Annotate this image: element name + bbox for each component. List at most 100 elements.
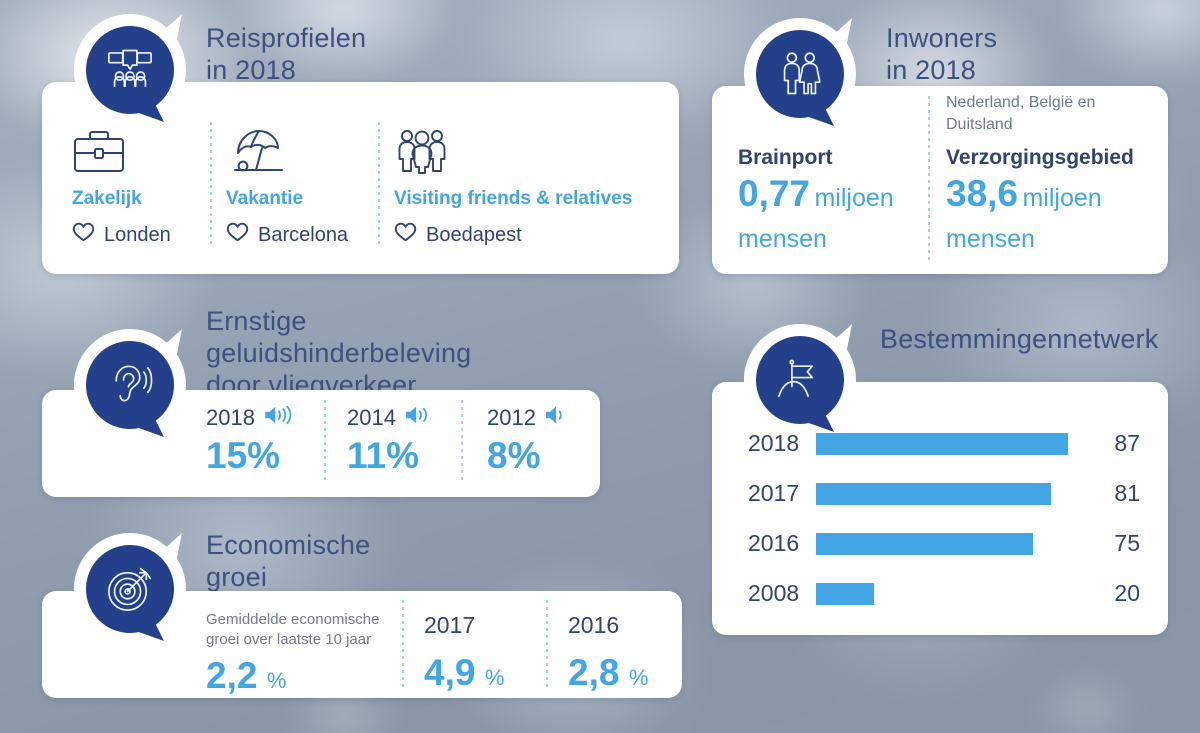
economy-column-2016: 2016 2,8 %: [568, 611, 718, 703]
travel-column-vfr: Visiting friends & relatives Boedapest: [394, 120, 632, 248]
bar-value-label: 20: [1114, 580, 1140, 606]
inhabitants-value: 38,6: [946, 173, 1019, 214]
bar-chart-row: 2017 81: [712, 470, 1168, 520]
bar-chart-row: 2018 87: [712, 420, 1168, 470]
travel-type-label: Zakelijk: [72, 188, 142, 209]
bar-track: [816, 533, 1068, 555]
inhabitants-value-row: 0,77 miljoen: [738, 174, 928, 222]
noise-title: Ernstige geluidshinderbeleving door vlie…: [206, 306, 472, 400]
travel-city-label: Barcelona: [258, 223, 349, 246]
people-presentation-icon: [78, 18, 182, 122]
inhabitants-unit: miljoen: [1022, 184, 1102, 212]
economy-value: 2,2: [206, 655, 258, 696]
heart-icon: [394, 222, 417, 248]
inhabitants-title: Inwoners in 2018: [886, 23, 998, 85]
heart-icon: [226, 222, 249, 248]
bar-value-label: 75: [1114, 530, 1140, 556]
economy-unit: %: [266, 668, 287, 693]
inhabitants-name: Verzorgingsgebied: [946, 146, 1134, 169]
noise-badge: [73, 329, 186, 441]
economy-column-2017: 2017 4,9 %: [424, 611, 574, 703]
economy-label: 2016: [568, 612, 620, 638]
travel-city-label: Boedapest: [426, 223, 522, 246]
speaker-1-wave-icon: [544, 404, 568, 432]
travel-divider-2: [378, 122, 380, 244]
heart-icon: [72, 222, 95, 248]
noise-divider-1: [324, 400, 326, 482]
economy-badge: [73, 533, 186, 645]
bar-category-label: 2017: [748, 480, 800, 506]
noise-year-row: 2018: [206, 404, 295, 432]
inhabitants-value-row: 38,6 miljoen: [946, 174, 1156, 222]
economy-value-row: 2,8 %: [568, 651, 718, 703]
flag-hill-icon: [748, 328, 852, 432]
economy-value-row: 4,9 %: [424, 651, 574, 703]
bar-value-label: 87: [1114, 430, 1140, 456]
travel-profiles-title: Reisprofielen in 2018: [206, 23, 367, 85]
economy-divider-1: [402, 600, 404, 688]
speaker-3-waves-icon: [263, 404, 295, 432]
bar-category-label: 2008: [748, 580, 800, 606]
noise-percent: 11%: [347, 435, 420, 476]
travel-city-label: Londen: [104, 223, 171, 246]
bar-fill: [816, 583, 874, 605]
bar-category-label: 2016: [748, 530, 800, 556]
noise-divider-2: [461, 400, 463, 482]
inhabitants-unit: miljoen: [814, 184, 894, 212]
noise-percent: 8%: [487, 435, 541, 476]
economy-value-row: 2,2 %: [206, 654, 386, 706]
noise-year: 2014: [347, 405, 396, 430]
noise-year: 2018: [206, 405, 255, 430]
bar-track: [816, 583, 1068, 605]
noise-column-2012: 2012 8%: [487, 404, 568, 478]
bar-value-label: 81: [1114, 480, 1140, 506]
noise-column-2014: 2014 11%: [347, 404, 432, 478]
badge-disc: [748, 328, 852, 432]
inhabitants-badge: [743, 18, 856, 130]
bar-chart-row: 2008 20: [712, 570, 1168, 620]
economy-value: 4,9: [424, 652, 476, 693]
inhabitants-people: mensen: [738, 225, 827, 253]
destinations-bar-chart: 2018 87 2017 81 2016 75 2008 20: [712, 420, 1168, 620]
noise-column-2018: 2018 15%: [206, 404, 295, 478]
ear-sound-icon: [78, 333, 182, 437]
target-arrow-icon: [78, 537, 182, 641]
inhabitants-people: mensen: [946, 225, 1035, 253]
beach-umbrella-icon: [226, 120, 348, 174]
noise-year-row: 2014: [347, 404, 432, 432]
destinations-title: Bestemmingennetwerk: [880, 324, 1159, 354]
destinations-badge: [743, 324, 856, 436]
briefcase-icon: [72, 120, 171, 174]
travel-type-label: Vakantie: [226, 188, 304, 209]
speaker-2-waves-icon: [404, 404, 432, 432]
travel-city: Boedapest: [394, 222, 632, 248]
economy-value: 2,8: [568, 652, 620, 693]
bar-chart-row: 2016 75: [712, 520, 1168, 570]
bar-fill: [816, 433, 1068, 455]
noise-year: 2012: [487, 405, 536, 430]
travel-city: Barcelona: [226, 222, 348, 248]
inhabitants-column-verzorgingsgebied: Nederland, België en Duitsland Verzorgin…: [946, 92, 1156, 256]
travel-profiles-badge: [73, 14, 186, 126]
family-group-icon: [394, 120, 632, 174]
inhabitants-column-brainport: Brainport 0,77 miljoen mensen: [738, 146, 928, 256]
travel-type-label: Visiting friends & relatives: [394, 188, 633, 209]
inhabitants-subtitle: Nederland, België en Duitsland: [946, 94, 1096, 133]
bar-fill: [816, 533, 1034, 555]
economy-divider-2: [546, 600, 548, 688]
travel-city: Londen: [72, 222, 171, 248]
economy-column-average: Gemiddelde economische groei over laatst…: [206, 610, 386, 706]
economy-unit: %: [628, 665, 649, 690]
man-woman-icon: [748, 22, 852, 126]
bar-track: [816, 433, 1068, 455]
noise-percent: 15%: [206, 435, 281, 476]
bar-category-label: 2018: [748, 430, 800, 456]
travel-column-zakelijk: Zakelijk Londen: [72, 120, 171, 248]
travel-divider-1: [210, 122, 212, 244]
inhabitants-name: Brainport: [738, 146, 833, 169]
noise-year-row: 2012: [487, 404, 568, 432]
inhabitants-divider: [928, 96, 930, 262]
economy-label: 2017: [424, 612, 476, 638]
inhabitants-value: 0,77: [738, 173, 811, 214]
